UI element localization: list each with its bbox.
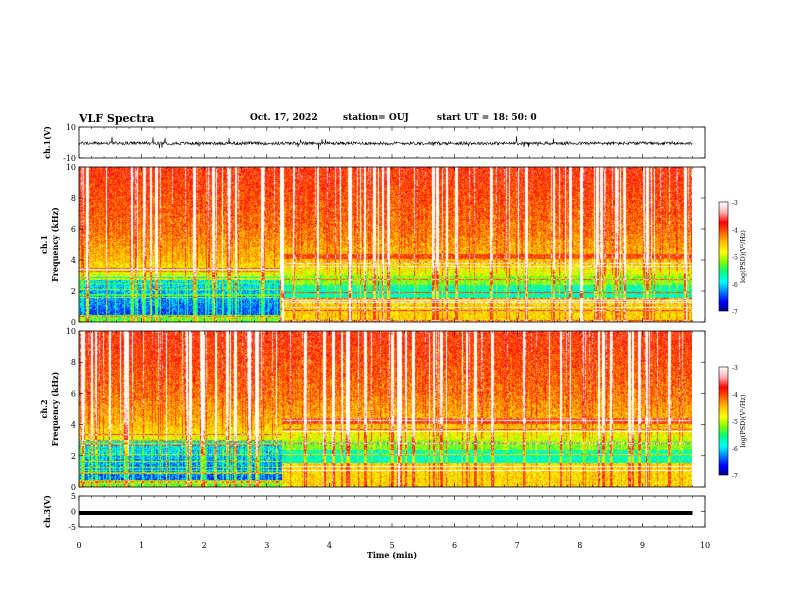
- ch2-spectrogram-colorbar-tick-label: -7: [732, 473, 738, 480]
- line-layer: [78, 136, 693, 516]
- axes-layer: [78, 126, 729, 528]
- ch2-spectrogram-ytick-label: 6: [71, 389, 76, 398]
- xtick-label: 5: [389, 541, 394, 550]
- ch1-spectrogram-ytick-label: 2: [71, 287, 76, 296]
- xtick-label: 10: [700, 541, 710, 550]
- ch1-waveform-series-line: [78, 136, 693, 150]
- xtick-label: 1: [139, 541, 144, 550]
- ch1-spectrogram-channel-label: ch.1: [39, 235, 49, 254]
- ch2-spectrogram-colorbar-tick-label: -4: [732, 392, 738, 399]
- ch2-spectrogram-colorbar: [719, 367, 728, 475]
- ch2-spectrogram-ytick-label: 2: [71, 452, 76, 461]
- ch1-spectrogram-colorbar-label: log(PSD)(V²/Hz): [739, 230, 747, 283]
- ch2-spectrogram-colorbar-tick-label: -3: [732, 365, 738, 372]
- xtick-label: 6: [452, 541, 457, 550]
- xaxis-label: Time (min): [367, 550, 417, 560]
- ch1-spectrogram-colorbar-tick-label: -3: [732, 200, 738, 207]
- ch1-spectrogram-colorbar: [719, 202, 728, 311]
- ch3-signal-ytick-label: 0: [71, 508, 76, 517]
- ch1-spectrogram-ytick-label: 4: [71, 256, 76, 265]
- ch2-spectrogram-colorbar-tick-label: -6: [732, 446, 738, 453]
- ch2-spectrogram-image: [79, 331, 692, 487]
- ch2-spectrogram-ytick-label: 4: [71, 421, 76, 430]
- ch1-waveform-ytick-label: -10: [63, 154, 76, 163]
- text-layer: 10-10ch.1(V)-3-4-5-6-7log(PSD)(V²/Hz)024…: [39, 123, 747, 560]
- station-label: station= OUJ: [343, 113, 409, 123]
- ch1-spectrogram-ytick-label: 10: [66, 163, 76, 172]
- ch1-spectrogram-ytick-label: 8: [71, 194, 76, 203]
- ch1-waveform-ylabel: ch.1(V): [42, 126, 52, 159]
- ch1-spectrogram-colorbar-tick-label: -6: [732, 282, 738, 289]
- ch1-spectrogram-colorbar-tick-label: -4: [732, 227, 738, 234]
- ch1-spectrogram-image: [79, 167, 692, 322]
- ch1-spectrogram-colorbar-tick-label: -7: [732, 309, 738, 316]
- ch1-waveform-ytick-label: 10: [66, 123, 76, 132]
- ch2-spectrogram-colorbar-tick-label: -5: [732, 419, 738, 426]
- ch1-spectrogram-colorbar-frame: [718, 201, 729, 312]
- xtick-label: 4: [327, 541, 332, 550]
- ch2-spectrogram-ylabel: Frequency (kHz): [50, 371, 60, 446]
- xtick-label: 7: [515, 541, 520, 550]
- ch1-spectrogram-ytick-label: 0: [71, 318, 76, 327]
- spectrogram-layer: [79, 167, 728, 487]
- ch3-signal-ytick-label: 5: [71, 492, 76, 501]
- start-time-label: start UT = 18: 50: 0: [437, 113, 537, 123]
- xtick-label: 8: [577, 541, 582, 550]
- ch2-spectrogram-colorbar-label: log(PSD)(V²/Hz): [739, 394, 747, 447]
- ch2-spectrogram-colorbar-frame: [718, 366, 729, 476]
- ch1-spectrogram-ylabel: Frequency (kHz): [50, 207, 60, 282]
- ch2-spectrogram-ytick-label: 10: [66, 327, 76, 336]
- ch1-spectrogram-ytick-label: 6: [71, 225, 76, 234]
- ch3-signal-ylabel: ch.3(V): [42, 495, 52, 528]
- ch1-spectrogram-colorbar-tick-label: -5: [732, 255, 738, 262]
- ch3-signal-ytick-label: -5: [68, 523, 76, 532]
- ch2-spectrogram-ytick-label: 0: [71, 483, 76, 492]
- xtick-label: 0: [76, 541, 81, 550]
- xtick-label: 3: [264, 541, 269, 550]
- ch2-spectrogram-channel-label: ch.2: [39, 399, 49, 418]
- ch2-spectrogram-ytick-label: 8: [71, 358, 76, 367]
- date-label: Oct. 17, 2022: [250, 113, 318, 123]
- figure-title: VLF Spectra: [79, 112, 155, 125]
- xtick-label: 2: [202, 541, 207, 550]
- xtick-label: 9: [640, 541, 645, 550]
